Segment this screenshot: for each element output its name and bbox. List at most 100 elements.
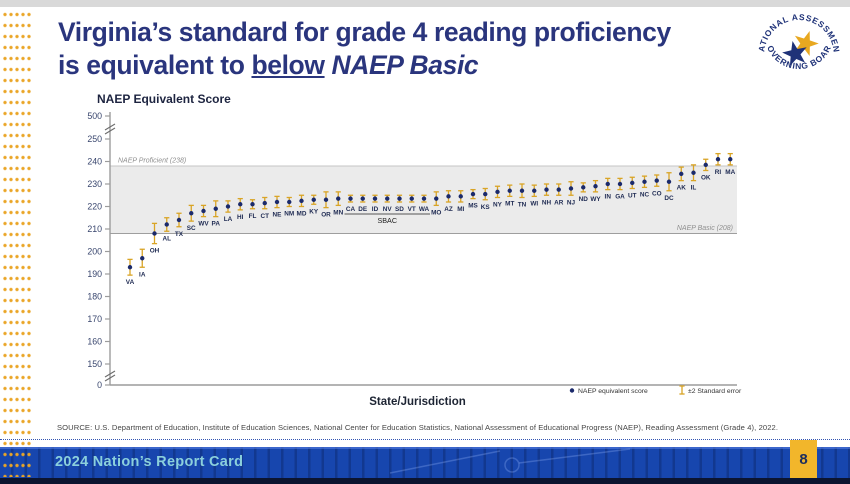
data-point-group-OK: OK bbox=[701, 158, 711, 182]
y-tick-label-160: 160 bbox=[87, 337, 102, 347]
data-point-group-DC: DC bbox=[664, 172, 674, 202]
score-dot-NH bbox=[544, 187, 549, 192]
state-label-KS: KS bbox=[481, 204, 491, 211]
data-point-group-SD: SD bbox=[395, 194, 404, 213]
y-tick-label-210: 210 bbox=[87, 224, 102, 234]
state-label-MN: MN bbox=[333, 209, 343, 216]
data-point-group-OH: OH bbox=[150, 222, 160, 255]
data-point-group-NV: NV bbox=[383, 194, 393, 213]
state-label-NV: NV bbox=[383, 206, 393, 213]
state-label-CA: CA bbox=[346, 206, 356, 213]
top-gray-strip bbox=[0, 0, 850, 7]
state-label-LA: LA bbox=[224, 216, 233, 223]
state-label-TN: TN bbox=[518, 202, 527, 209]
score-dot-TX bbox=[176, 217, 182, 223]
data-point-group-LA: LA bbox=[224, 200, 233, 223]
data-point-group-MD: MD bbox=[297, 194, 307, 218]
data-point-group-VT: VT bbox=[408, 194, 416, 213]
data-point-group-PA: PA bbox=[212, 200, 221, 228]
state-label-AZ: AZ bbox=[444, 206, 453, 213]
state-label-WV: WV bbox=[198, 221, 209, 228]
state-label-IA: IA bbox=[139, 271, 146, 278]
data-point-group-MS: MS bbox=[468, 188, 479, 210]
score-dot-CT bbox=[262, 200, 267, 206]
data-point-group-NH: NH bbox=[542, 183, 551, 206]
score-dot-CA bbox=[348, 196, 353, 201]
state-label-SD: SD bbox=[395, 206, 404, 213]
data-point-group-AK: AK bbox=[677, 166, 687, 192]
score-dot-KY bbox=[311, 197, 316, 202]
y-tick-label-190: 190 bbox=[87, 269, 102, 279]
state-label-NM: NM bbox=[284, 211, 294, 218]
score-dot-OH bbox=[152, 231, 157, 236]
y-tick-label-220: 220 bbox=[87, 202, 102, 212]
state-label-ID: ID bbox=[372, 206, 379, 213]
data-point-group-ID: ID bbox=[372, 194, 379, 213]
score-dot-MS bbox=[470, 191, 476, 197]
score-dot-KS bbox=[483, 191, 488, 197]
data-point-group-DE: DE bbox=[358, 194, 368, 213]
score-dot-MD bbox=[299, 198, 304, 204]
footer-dotted-separator bbox=[0, 439, 850, 440]
y-axis-title: NAEP Equivalent Score bbox=[97, 92, 231, 106]
data-point-group-AR: AR bbox=[554, 183, 564, 206]
score-dot-IL bbox=[691, 170, 696, 175]
score-dot-MI bbox=[458, 194, 463, 199]
data-point-group-CA: CA bbox=[346, 194, 356, 213]
title-word-below: below bbox=[251, 50, 325, 81]
data-point-group-NY: NY bbox=[493, 185, 503, 209]
state-label-VA: VA bbox=[126, 279, 135, 286]
footer-circuit-decoration bbox=[389, 448, 631, 474]
score-dot-VA bbox=[127, 265, 133, 270]
data-point-group-RI: RI bbox=[715, 152, 721, 176]
score-dot-NV bbox=[385, 196, 390, 201]
state-label-WI: WI bbox=[530, 200, 538, 207]
data-point-group-TN: TN bbox=[518, 183, 527, 209]
slide-title: Virginia’s standard for grade 4 reading … bbox=[58, 16, 753, 83]
page-number-tab: 8 bbox=[790, 440, 817, 478]
data-point-group-AL: AL bbox=[162, 217, 171, 242]
state-label-NE: NE bbox=[273, 212, 283, 219]
score-dot-NE bbox=[274, 199, 280, 205]
score-dot-NM bbox=[287, 199, 292, 205]
state-label-NJ: NJ bbox=[567, 199, 576, 206]
score-dot-SC bbox=[189, 211, 194, 216]
state-label-MI: MI bbox=[457, 206, 464, 213]
naep-mapping-chart: NAEP Proficient (238) NAEP Basic (208) 0 15… bbox=[87, 111, 742, 395]
data-point-group-TX: TX bbox=[175, 212, 184, 238]
data-point-group-NM: NM bbox=[284, 196, 294, 218]
data-point-group-WV: WV bbox=[198, 204, 209, 228]
legend-label-stderr: ±2 Standard error bbox=[688, 388, 742, 395]
score-dot-UT bbox=[630, 180, 635, 186]
score-dot-OR bbox=[323, 197, 329, 202]
state-label-MD: MD bbox=[297, 211, 307, 218]
y-tick-label-0: 0 bbox=[97, 380, 102, 390]
score-dot-VT bbox=[409, 196, 414, 201]
data-point-group-IA: IA bbox=[139, 248, 146, 278]
state-label-OR: OR bbox=[321, 212, 331, 219]
score-dot-DE bbox=[360, 196, 365, 201]
state-label-AK: AK bbox=[677, 185, 687, 192]
state-label-SC: SC bbox=[187, 225, 196, 232]
axis-break-1 bbox=[104, 370, 116, 378]
axis-break-0 bbox=[104, 127, 116, 135]
state-label-PA: PA bbox=[212, 221, 221, 228]
data-point-group-CT: CT bbox=[260, 196, 269, 220]
y-tick-label-240: 240 bbox=[87, 157, 102, 167]
score-dot-RI bbox=[715, 157, 721, 162]
state-label-OH: OH bbox=[150, 248, 160, 255]
axis-break-0 bbox=[104, 123, 116, 131]
score-dot-MN bbox=[336, 196, 341, 201]
data-point-group-MO: MO bbox=[431, 191, 441, 216]
title-line1: Virginia’s standard for grade 4 reading … bbox=[58, 17, 671, 47]
score-dot-MA bbox=[728, 157, 733, 162]
data-point-group-KY: KY bbox=[309, 194, 319, 215]
data-point-group-MI: MI bbox=[457, 190, 465, 213]
logo-star-icon bbox=[782, 30, 819, 66]
y-tick-label-230: 230 bbox=[87, 179, 102, 189]
score-dot-NJ bbox=[568, 186, 574, 191]
data-point-group-WI: WI bbox=[530, 184, 538, 207]
x-axis-title: State/Jurisdiction bbox=[369, 396, 466, 408]
footer-bar bbox=[0, 447, 850, 478]
